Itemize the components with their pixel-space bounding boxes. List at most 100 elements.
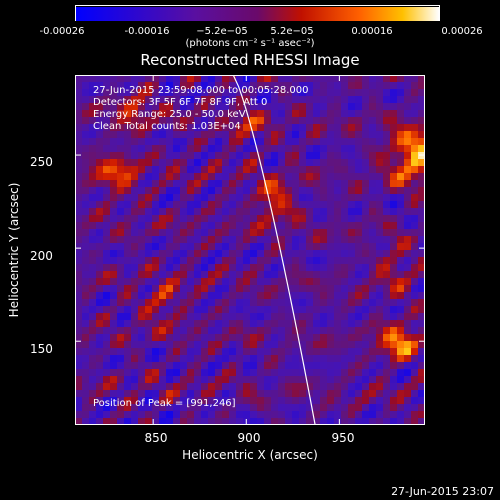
heatmap-cell [103,75,111,83]
heatmap-cell [383,173,391,181]
heatmap-cell [383,75,391,83]
heatmap-cell [138,369,146,377]
heatmap-cell [313,285,321,293]
heatmap-cell [404,131,412,139]
heatmap-cell [145,152,153,160]
heatmap-cell [75,131,83,139]
heatmap-cell [348,96,356,104]
heatmap-cell [236,96,244,104]
heatmap-cell [117,215,125,223]
heatmap-cell [390,222,398,230]
heatmap-cell [236,292,244,300]
heatmap-cell [215,362,223,370]
heatmap-cell [250,243,258,251]
heatmap-cell [411,362,419,370]
heatmap-cell [264,376,272,384]
heatmap-cell [187,187,195,195]
heatmap-cell [201,257,209,265]
heatmap-cell [173,362,181,370]
heatmap-cell [334,82,342,90]
heatmap-cell [96,285,104,293]
heatmap-cell [110,341,118,349]
heatmap-cell [222,131,230,139]
heatmap-cell [201,397,209,405]
heatmap-cell [75,257,83,265]
heatmap-cell [145,180,153,188]
heatmap-cell [194,299,202,307]
heatmap-cell [89,313,97,321]
heatmap-cell [96,320,104,328]
heatmap-cell [362,145,370,153]
heatmap-cell [278,243,286,251]
heatmap-cell [194,201,202,209]
heatmap-cell [369,355,377,363]
heatmap-cell [271,250,279,258]
heatmap-cell [82,250,90,258]
heatmap-cell [159,306,167,314]
heatmap-cell [404,201,412,209]
heatmap-cell [334,404,342,412]
heatmap-cell [236,334,244,342]
heatmap-cell [103,243,111,251]
heatmap-cell [376,243,384,251]
heatmap-cell [390,404,398,412]
heatmap-cell [110,390,118,398]
heatmap-cell [82,187,90,195]
heatmap-cell [194,355,202,363]
heatmap-cell [313,166,321,174]
heatmap-cell [404,362,412,370]
heatmap-cell [292,208,300,216]
heatmap-cell [341,229,349,237]
heatmap-cell [117,82,125,90]
heatmap-cell [131,341,139,349]
heatmap-cell [117,313,125,321]
heatmap-cell [299,215,307,223]
heatmap-cell [313,173,321,181]
heatmap-cell [264,341,272,349]
heatmap-cell [215,166,223,174]
heatmap-cell [327,383,335,391]
heatmap-cell [117,390,125,398]
heatmap-cell [376,222,384,230]
heatmap-cell [82,103,90,111]
heatmap-cell [271,236,279,244]
heatmap-cell [299,376,307,384]
heatmap-cell [117,138,125,146]
heatmap-cell [271,187,279,195]
heatmap-cell [278,145,286,153]
heatmap-cell [383,299,391,307]
heatmap-cell [236,117,244,125]
heatmap-cell [110,320,118,328]
heatmap-cell [264,327,272,335]
heatmap-cell [215,376,223,384]
heatmap-cell [75,299,83,307]
heatmap-cell [257,145,265,153]
heatmap-cell [89,411,97,419]
heatmap-cell [229,376,237,384]
heatmap-cell [222,180,230,188]
heatmap-cell [75,96,83,104]
heatmap-cell [306,313,314,321]
heatmap-cell [327,215,335,223]
heatmap-cell [75,383,83,391]
heatmap-cell [131,173,139,181]
heatmap-cell [138,411,146,419]
heatmap-cell [236,313,244,321]
heatmap-cell [285,257,293,265]
heatmap-cell [166,117,174,125]
heatmap-cell [383,194,391,202]
heatmap-cell [271,418,279,425]
heatmap-cell [89,124,97,132]
heatmap-cell [404,145,412,153]
heatmap-cell [306,376,314,384]
heatmap-cell [334,243,342,251]
heatmap-cell [103,229,111,237]
heatmap-cell [404,383,412,391]
heatmap-cell [411,292,419,300]
heatmap-cell [243,257,251,265]
heatmap-cell [411,271,419,279]
heatmap-cell [376,292,384,300]
heatmap-cell [152,236,160,244]
heatmap-cell [397,278,405,286]
heatmap-cell [292,404,300,412]
